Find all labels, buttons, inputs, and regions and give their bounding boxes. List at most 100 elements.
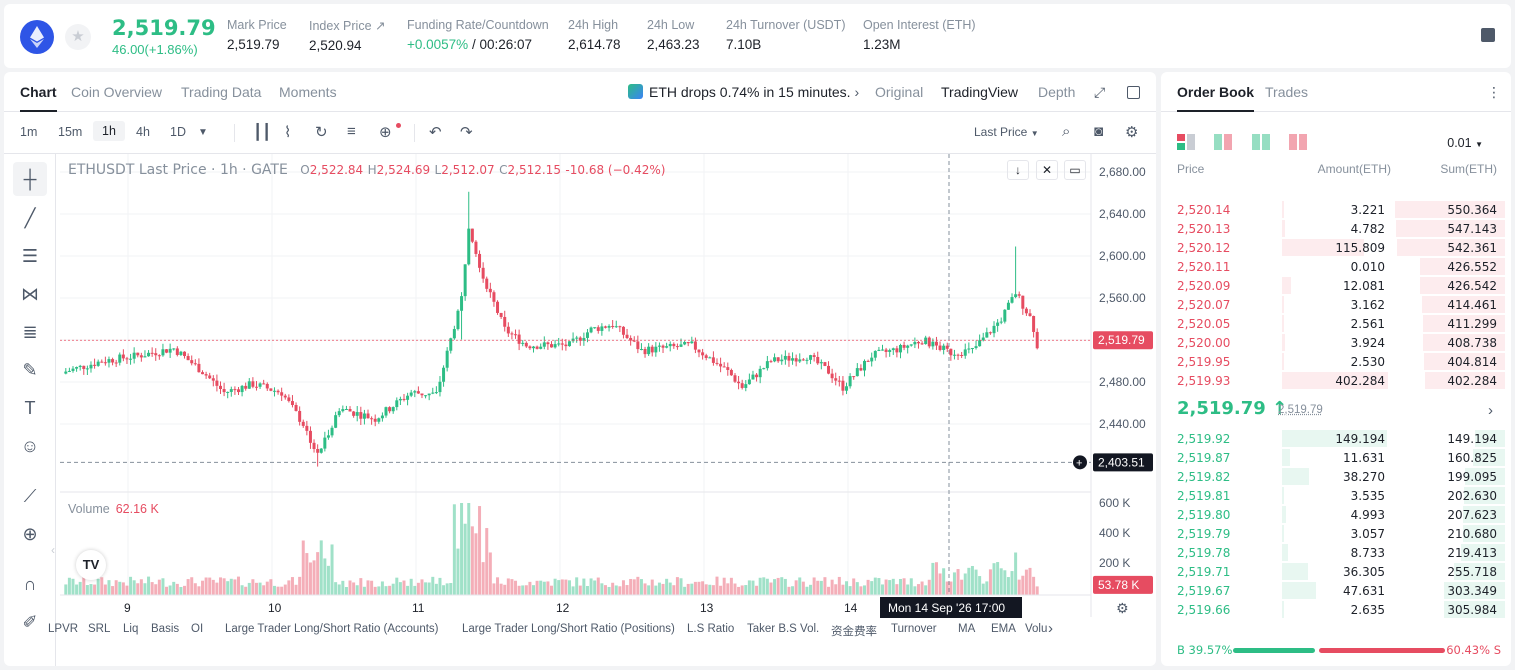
tab-tradingview[interactable]: TradingView — [941, 84, 1019, 100]
bid-row[interactable]: 2,519.78 8.733 219.413 — [1161, 543, 1511, 562]
candle-body — [679, 344, 683, 347]
view-bids-icon[interactable] — [1251, 134, 1270, 150]
tab-chart[interactable]: Chart — [20, 84, 57, 112]
timeframe-1m[interactable]: 1m — [20, 125, 38, 139]
layout-icon[interactable]: ≡ — [347, 123, 356, 140]
view-both-icon[interactable] — [1177, 134, 1195, 150]
bid-row[interactable]: 2,519.87 11.631 160.825 — [1161, 448, 1511, 467]
indicator-1[interactable]: SRL — [88, 623, 111, 635]
fullscreen-icon[interactable]: ▭ — [1064, 160, 1086, 180]
text-icon[interactable]: T — [24, 398, 36, 418]
tab-trades[interactable]: Trades — [1265, 84, 1309, 100]
add-indicator-icon[interactable]: ⊕ — [379, 124, 392, 141]
candlestick-icon[interactable]: ┃┃ — [253, 124, 272, 141]
fib-icon[interactable]: ≣ — [22, 322, 38, 342]
candle-body — [585, 332, 589, 338]
bid-row[interactable]: 2,519.80 4.993 207.623 — [1161, 505, 1511, 524]
candle-body — [416, 391, 420, 394]
tradingview-logo-icon: TV — [76, 550, 106, 580]
candle-body — [686, 342, 690, 344]
bid-row[interactable]: 2,519.67 47.631 303.349 — [1161, 581, 1511, 600]
view-mixed-icon[interactable] — [1214, 134, 1233, 150]
chevron-right-icon[interactable]: › — [1488, 402, 1493, 419]
pattern-icon[interactable]: ⋈ — [21, 284, 39, 304]
expand-icon[interactable]: ⤢ — [1094, 84, 1106, 100]
replay-icon[interactable]: ↻ — [315, 124, 328, 141]
ruler-icon[interactable]: ⟋ — [23, 486, 37, 506]
indicator-7[interactable]: L.S Ratio — [687, 623, 735, 635]
tab-moments[interactable]: Moments — [279, 84, 337, 100]
ask-row[interactable]: 2,519.93 402.284 402.284 — [1161, 371, 1511, 390]
indicator-2[interactable]: Liq — [123, 623, 139, 635]
search-icon[interactable]: ⌕ — [1062, 123, 1071, 140]
indicator-3[interactable]: Basis — [151, 623, 180, 635]
tick-size-select[interactable]: 0.01 ▼ — [1447, 136, 1483, 150]
ask-row[interactable]: 2,520.12 115.809 542.361 — [1161, 238, 1511, 257]
ask-row[interactable]: 2,519.95 2.530 404.814 — [1161, 352, 1511, 371]
bid-row[interactable]: 2,519.92 149.194 149.194 — [1161, 429, 1511, 448]
ask-row[interactable]: 2,520.05 2.561 411.299 — [1161, 314, 1511, 333]
more-icon[interactable]: ⋮ — [1487, 84, 1501, 100]
ask-row[interactable]: 2,520.09 12.081 426.542 — [1161, 276, 1511, 295]
ask-row[interactable]: 2,520.00 3.924 408.738 — [1161, 333, 1511, 352]
magnet-icon[interactable]: ∩ — [23, 574, 37, 594]
bid-row[interactable]: 2,519.66 2.635 305.984 — [1161, 600, 1511, 619]
timeframe-1d[interactable]: 1D — [170, 125, 186, 139]
bid-row[interactable]: 2,519.79 3.057 210.680 — [1161, 524, 1511, 543]
indicator-10[interactable]: Turnover — [891, 623, 937, 635]
indicators-icon[interactable]: ⌇ — [284, 124, 292, 141]
indicator-0[interactable]: LPVR — [48, 623, 79, 635]
favorite-star-icon[interactable]: ★ — [65, 24, 91, 50]
candle-body — [668, 343, 672, 347]
indicator-12[interactable]: EMA — [991, 623, 1016, 635]
tab-coin-overview[interactable]: Coin Overview — [71, 84, 163, 100]
horizontal-lines-icon[interactable]: ☰ — [21, 246, 39, 266]
indicator-11[interactable]: MA — [958, 623, 976, 635]
timeframe-4h[interactable]: 4h — [136, 125, 150, 139]
bid-row[interactable]: 2,519.82 38.270 199.095 — [1161, 467, 1511, 486]
volume-bar — [686, 583, 690, 595]
redo-icon[interactable]: ↷ — [460, 124, 473, 141]
sum-depth-bar — [1472, 449, 1505, 466]
tab-order-book[interactable]: Order Book — [1177, 84, 1255, 112]
volume-bar — [499, 583, 503, 595]
indicator-8[interactable]: Taker B.S Vol. — [747, 623, 820, 635]
trendline-icon[interactable]: ╱ — [24, 208, 36, 228]
stat-index-price[interactable]: Index Price ↗ 2,520.94 — [309, 18, 385, 53]
arrow-down-icon[interactable]: ↓ — [1007, 160, 1029, 180]
gear-icon[interactable]: ⚙ — [1125, 124, 1139, 141]
tab-trading-data[interactable]: Trading Data — [181, 84, 262, 100]
timeframe-1h[interactable]: 1h — [93, 121, 125, 141]
ask-row[interactable]: 2,520.11 0.010 426.552 — [1161, 257, 1511, 276]
candlestick-chart[interactable]: 2,680.002,640.002,600.002,560.002,520.00… — [4, 72, 1156, 666]
indicator-6[interactable]: Large Trader Long/Short Ratio (Positions… — [462, 623, 675, 635]
undo-icon[interactable]: ↶ — [429, 124, 442, 141]
view-asks-icon[interactable] — [1289, 134, 1308, 150]
indicator-9[interactable]: 资金费率 — [831, 626, 877, 638]
bid-row[interactable]: 2,519.81 3.535 202.630 — [1161, 486, 1511, 505]
collapse-icon[interactable]: ✕ — [1036, 160, 1058, 180]
chevron-right-icon[interactable]: › — [1048, 620, 1053, 637]
emoji-icon[interactable]: ☺ — [20, 436, 40, 456]
window-icon[interactable] — [1127, 86, 1140, 99]
indicator-5[interactable]: Large Trader Long/Short Ratio (Accounts) — [225, 623, 439, 635]
pencil-lock-icon[interactable]: ✐ — [22, 612, 38, 632]
indicator-13[interactable]: Volu — [1025, 623, 1048, 635]
tab-depth[interactable]: Depth — [1038, 84, 1076, 100]
brush-icon[interactable]: ✎ — [22, 360, 38, 380]
crosshair-icon[interactable]: ┼ — [13, 162, 47, 196]
ask-row[interactable]: 2,520.14 3.221 550.364 — [1161, 200, 1511, 219]
tab-original[interactable]: Original — [875, 84, 924, 100]
price-type-select[interactable]: Last Price ▼ — [974, 125, 1039, 139]
ask-row[interactable]: 2,520.13 4.782 547.143 — [1161, 219, 1511, 238]
timeframe-15m[interactable]: 15m — [58, 125, 83, 139]
bid-row[interactable]: 2,519.71 36.305 255.718 — [1161, 562, 1511, 581]
caret-down-icon[interactable]: ▼ — [198, 127, 208, 138]
news-ticker[interactable]: ETH drops 0.74% in 15 minutes. › — [628, 84, 859, 100]
zoom-in-icon[interactable]: ⊕ — [22, 524, 38, 544]
document-icon[interactable] — [1481, 28, 1495, 42]
indicator-4[interactable]: OI — [191, 623, 204, 635]
candle-body — [1028, 313, 1032, 317]
ask-row[interactable]: 2,520.07 3.162 414.461 — [1161, 295, 1511, 314]
camera-icon[interactable]: ◙ — [1094, 123, 1104, 140]
